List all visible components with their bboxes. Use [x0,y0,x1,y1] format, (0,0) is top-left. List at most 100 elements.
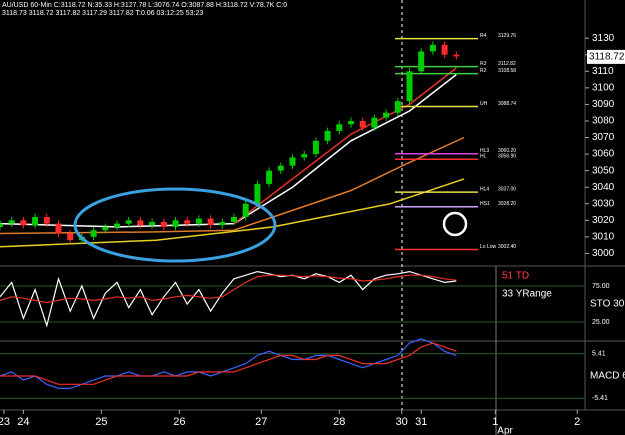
y-tick-label: 3070 [592,132,615,143]
x-tick-label: 1 [492,416,498,428]
y-tick-label: 5.41 [592,351,606,358]
level-name: HS1 [480,201,490,207]
x-tick-label: 25 [95,416,107,428]
candle-body [371,117,378,128]
level-value: 3060.20 [498,148,516,154]
candle-body [359,120,366,128]
y-tick-label: -5.41 [592,395,608,402]
candle-body [277,165,284,171]
y-tick-label: 3040 [592,182,615,193]
level-name: Lo Low [480,244,497,250]
candle-body [301,154,308,158]
y-tick-label: 3080 [592,116,615,127]
y-tick-label: 75.00 [592,283,610,290]
last-price-box [587,49,625,64]
x-tick-label: 31 [415,416,427,428]
y-tick-label: 3100 [592,83,615,94]
candle-body [242,203,249,217]
candle-body [383,112,390,118]
x-tick-label: 23 [0,416,10,428]
level-value: 3088.74 [498,101,516,107]
candle-body [231,216,237,222]
candle-body [254,183,261,204]
candle-body [195,218,202,224]
header-line-1: AU/USD 60-Min C:3118.72 N:35.33 H:3127.7… [2,2,287,9]
indicator-label: STO 30 [590,299,625,310]
indicator-line [0,274,457,304]
y-tick-label: 25.00 [592,319,610,326]
level-name: HL3 [480,148,489,154]
candle-body [289,157,296,166]
x-tick-label: 28 [333,416,345,428]
x-tick-label: 30 [396,416,408,428]
candle-body [172,220,179,227]
level-name: HL4 [480,186,489,192]
x-tick-label: 2 [574,416,580,428]
candle-body [348,120,354,125]
candle-body [149,221,156,226]
y-tick-label: 3130 [592,33,615,44]
indicator-line [0,342,457,385]
candle-body [137,220,144,226]
candle-body [312,140,319,155]
candle-body [453,54,460,57]
header-line-2: 3118.73 3118.72 3117.82 3117.29 3117.82 … [2,10,203,17]
x-tick-label: 24 [17,416,29,428]
x-sublabel: Apr [497,426,513,435]
level-value: 3002.40 [498,244,516,250]
x-tick-label: 27 [255,416,267,428]
level-value: 3056.90 [498,154,516,160]
candle-body [336,124,343,131]
candle-body [324,130,331,141]
y-tick-label: 3030 [592,198,615,209]
candle-body [32,216,39,226]
y-tick-label: 3050 [592,165,615,176]
candle-body [20,220,27,226]
y-tick-label: 3010 [592,231,615,242]
candle-body [184,220,191,224]
candle-body [125,220,132,224]
level-name: R4 [480,33,487,39]
last-price-label: 3118.72 [589,52,625,63]
candle-body [55,223,62,234]
y-tick-label: 3060 [592,149,615,160]
x-tick-label: 26 [173,416,185,428]
candle-body [8,220,15,224]
level-name: R2 [480,68,487,74]
candle-body [429,44,436,52]
y-tick-label: 3110 [592,66,614,77]
candle-body [102,226,109,231]
y-tick-label: 3020 [592,215,615,226]
candle-body [219,221,226,226]
candle-body [207,218,214,226]
candle-body [0,223,3,227]
y-tick-label: 3000 [592,248,615,259]
candle-body [67,233,74,241]
indicator-line [0,338,457,389]
highlight-circle [442,211,468,237]
candle-body [160,221,167,227]
level-value: 3037.00 [498,186,516,192]
indicator-label: MACD 6 [590,371,625,382]
candle-body [406,71,413,102]
candle-body [418,51,425,72]
candle-body [266,170,273,184]
level-value: 3028.20 [498,201,516,207]
level-name: HL [480,154,487,160]
level-value: 3112.82 [498,61,516,67]
level-name: UH [480,101,488,107]
candle-body [114,223,120,227]
candle-body [394,101,401,113]
y-tick-label: 3090 [592,99,615,110]
highlight-ellipse [73,187,277,263]
level-value: 3108.58 [498,68,516,74]
indicator-label: 51 TD [502,271,529,282]
level-name: R3 [480,61,487,67]
moving-average [0,136,465,235]
moving-average [0,178,465,248]
candle-body [43,216,50,224]
level-value: 3129.76 [498,33,516,39]
candle-body [90,230,97,237]
